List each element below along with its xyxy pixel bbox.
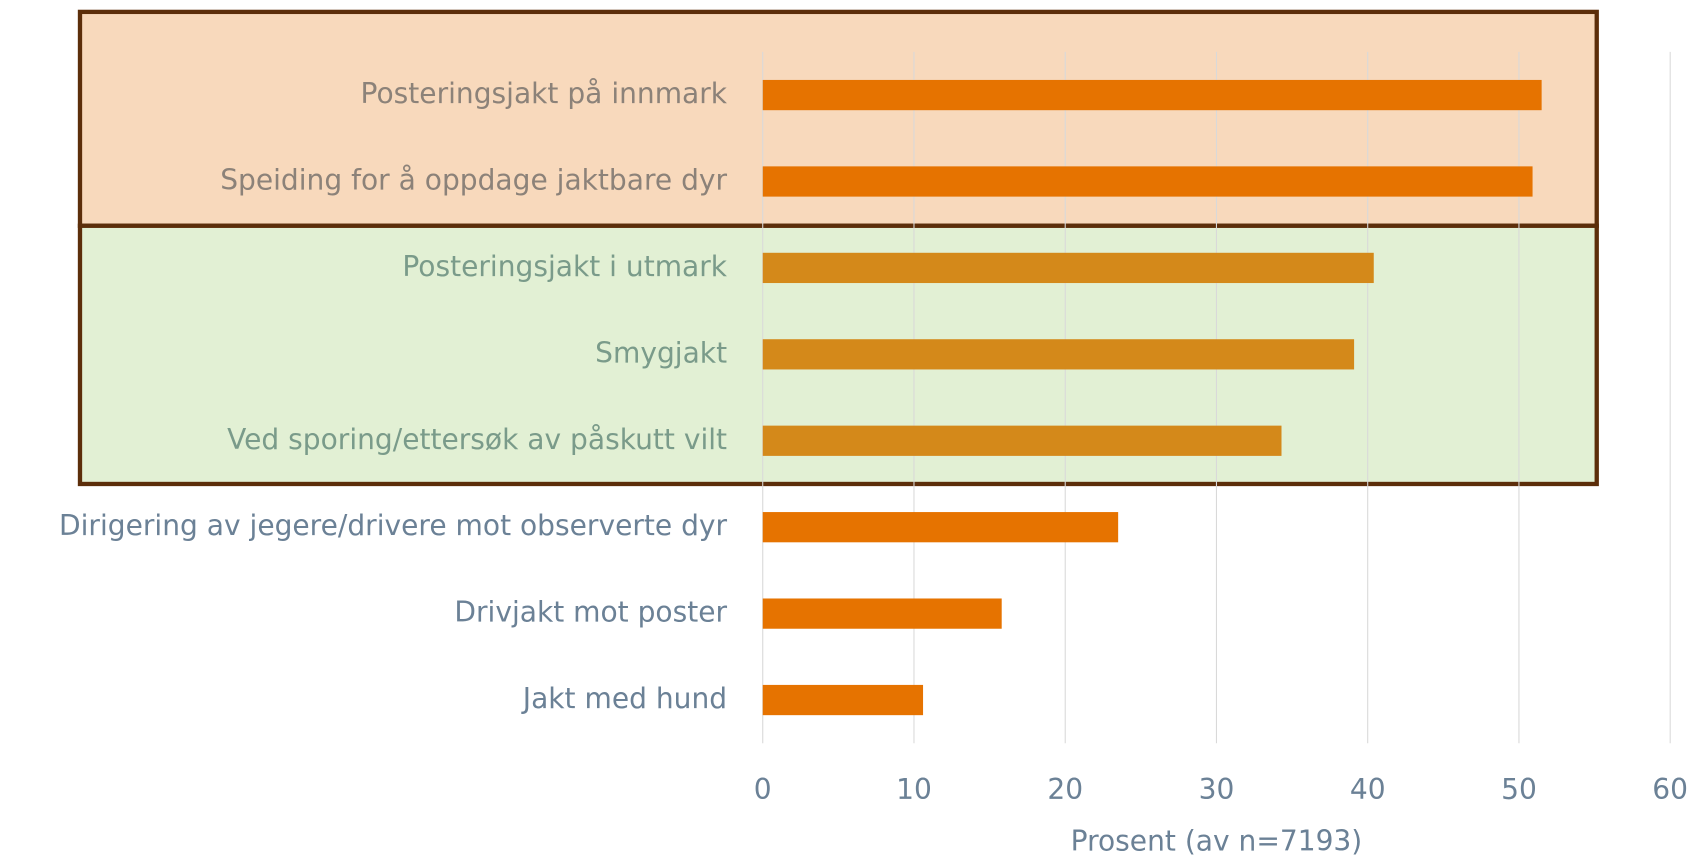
bar [762,166,1533,197]
bar [762,425,1282,456]
y-tick-label: Dirigering av jegere/drivere mot observe… [59,509,728,542]
bar [762,512,1119,543]
bar [762,79,1542,111]
x-tick-label: 0 [754,773,772,806]
bar [762,684,924,716]
y-tick-label: Smygjakt [595,336,727,369]
y-tick-label: Posteringsjakt i utmark [402,250,727,283]
bar [762,598,1002,629]
y-tick-label: Posteringsjakt på innmark [361,77,728,110]
x-tick-label: 50 [1501,773,1537,806]
x-axis-label: Prosent (av n=7193) [1071,825,1363,858]
x-tick-label: 30 [1199,773,1235,806]
x-tick-label: 60 [1652,773,1688,806]
y-tick-label: Jakt med hund [521,682,727,715]
y-tick-label: Speiding for å oppdage jaktbare dyr [220,163,727,196]
y-tick-label: Drivjakt mot poster [454,596,727,629]
bar [762,252,1374,284]
x-tick-label: 10 [896,773,932,806]
x-tick-label: 40 [1350,773,1386,806]
x-tick-label: 20 [1047,773,1083,806]
bar [762,339,1355,370]
y-tick-label: Ved sporing/ettersøk av påskutt vilt [227,423,727,456]
